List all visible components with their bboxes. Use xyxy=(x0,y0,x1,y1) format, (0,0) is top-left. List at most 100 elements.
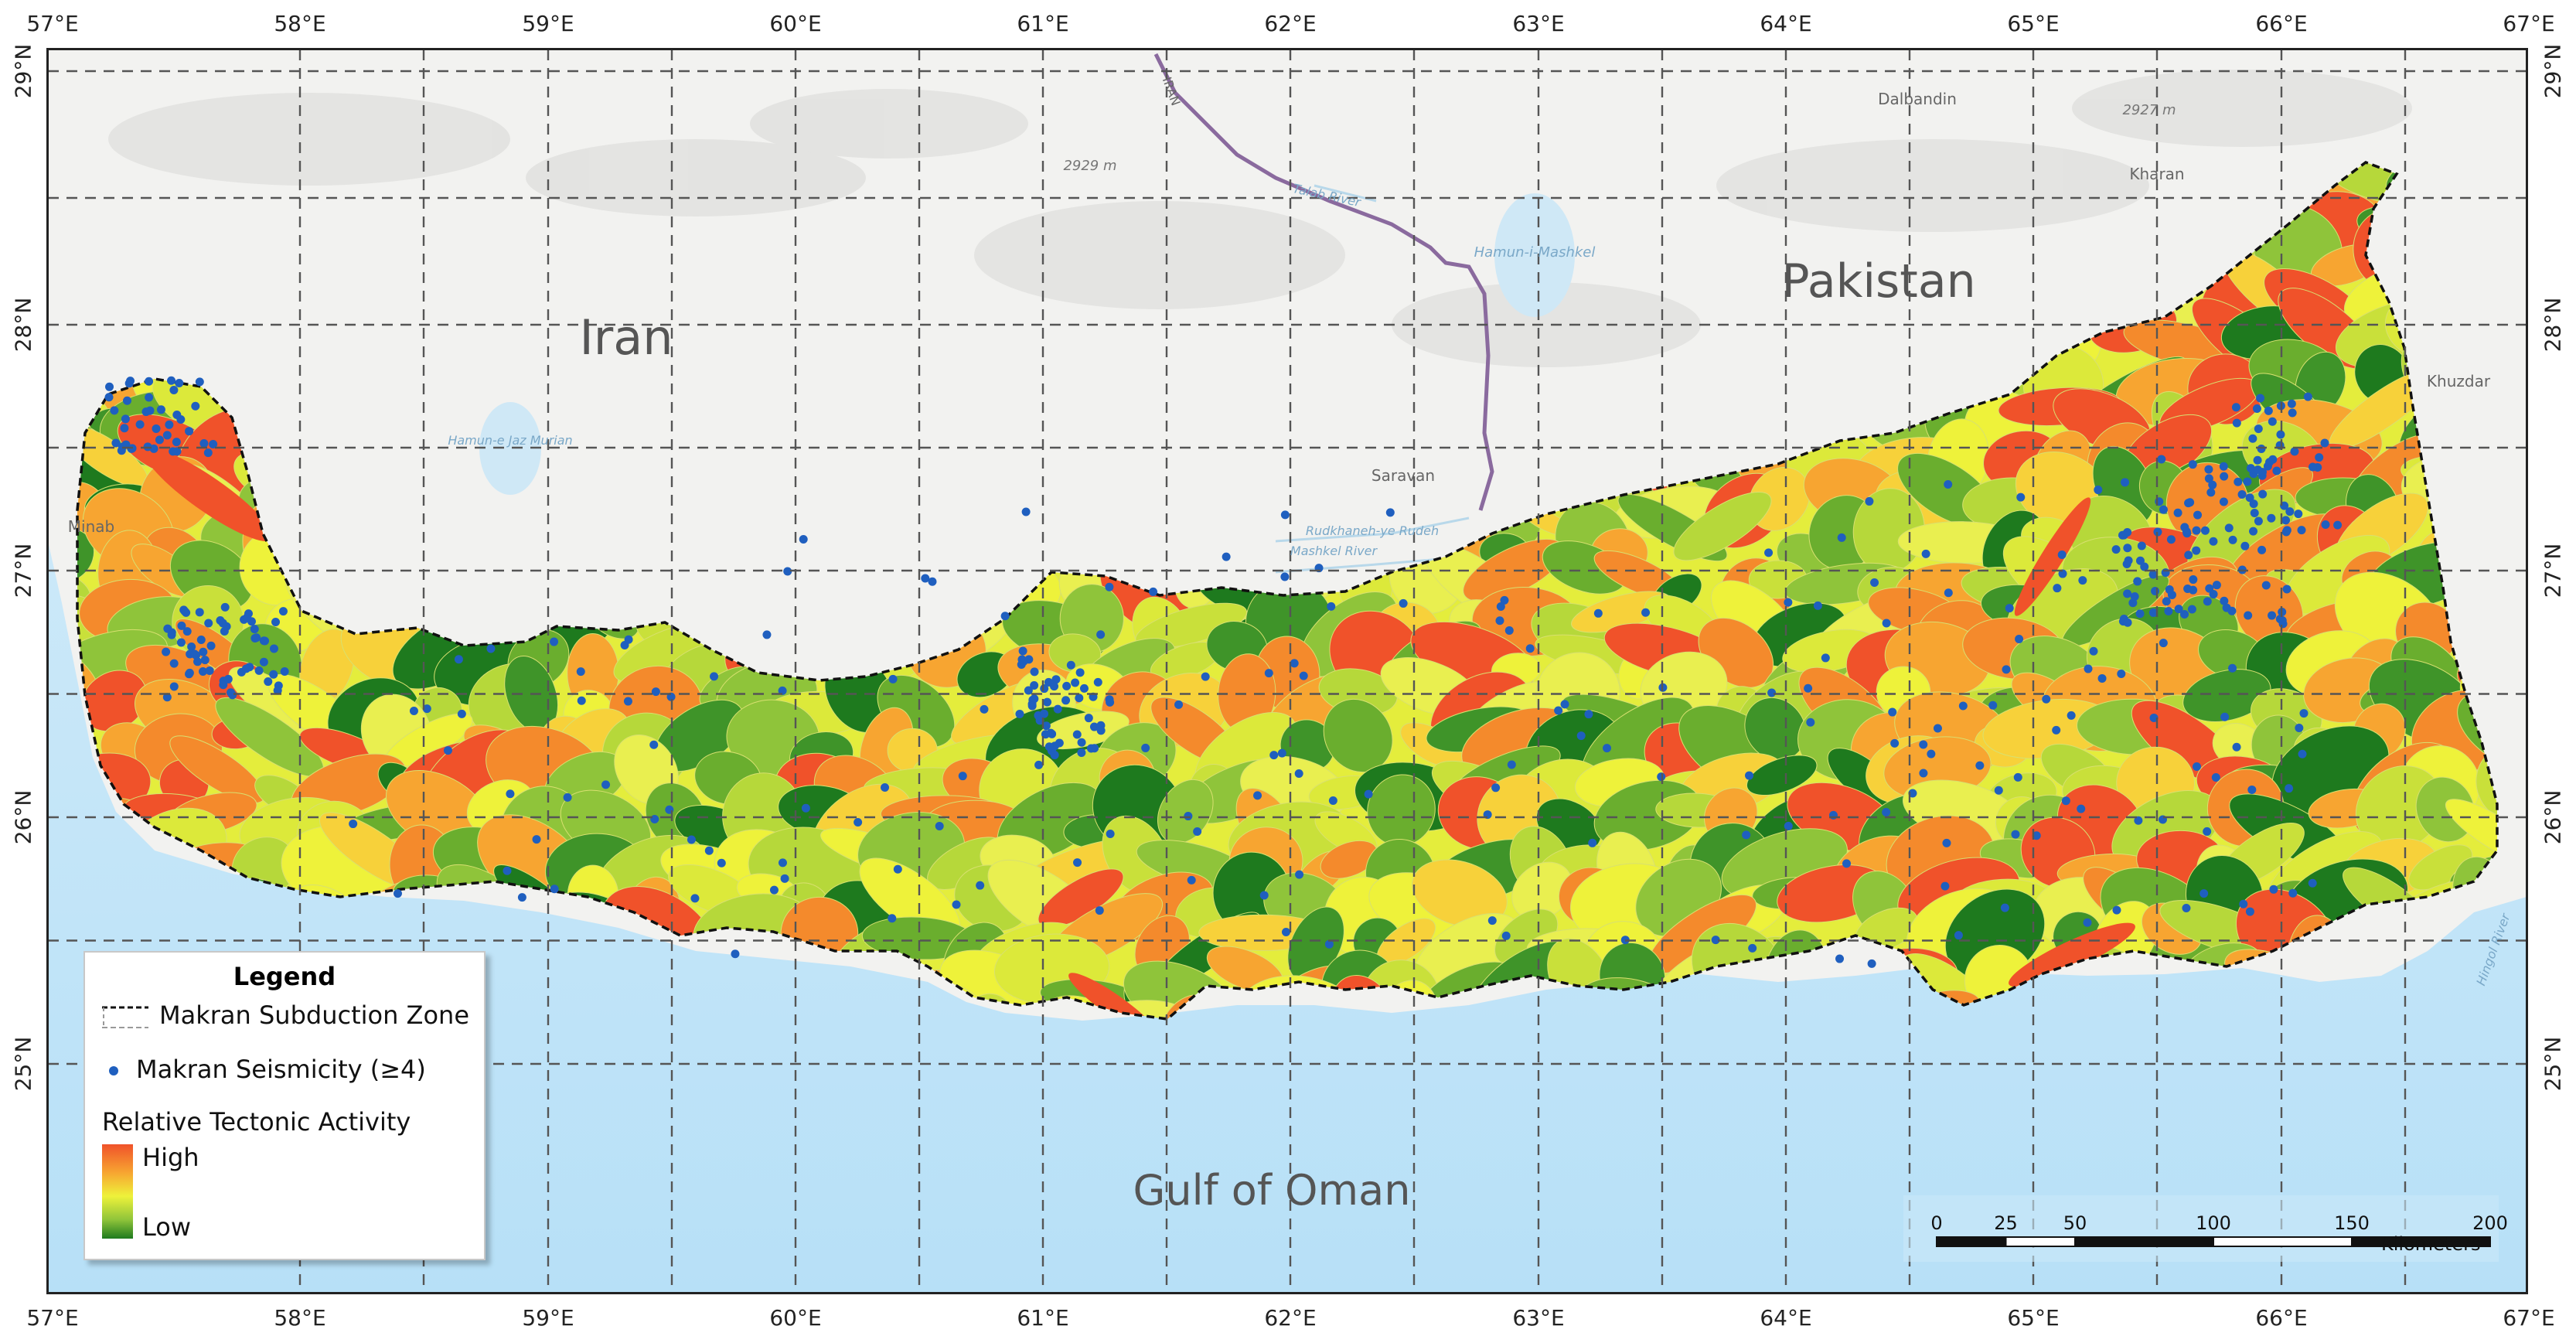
seismicity-point xyxy=(1062,681,1072,690)
seismicity-point xyxy=(205,666,214,675)
seismicity-point xyxy=(2204,465,2213,474)
seismicity-point xyxy=(1077,748,1086,758)
legend-title: Legend xyxy=(233,962,336,991)
coordinate-tick-label: 60°E xyxy=(769,1305,822,1331)
seismicity-point xyxy=(199,667,208,677)
seismicity-point xyxy=(2290,447,2299,456)
seismicity-point xyxy=(169,682,179,691)
seismicity-point xyxy=(2287,399,2296,408)
seismicity-point xyxy=(152,424,161,433)
seismicity-point xyxy=(2128,598,2138,608)
seismicity-point xyxy=(2272,466,2281,476)
coordinate-tick-label: 63°E xyxy=(1512,11,1565,36)
seismicity-point xyxy=(185,427,194,436)
seismicity-point xyxy=(1050,751,1059,760)
seismicity-point xyxy=(2166,535,2176,544)
seismicity-point xyxy=(2204,474,2213,483)
seismicity-point xyxy=(2243,477,2252,486)
seismicity-point xyxy=(2254,516,2263,526)
legend-seismicity-label: Makran Seismicity (≥4) xyxy=(136,1055,426,1084)
seismicity-point xyxy=(2189,575,2198,585)
seismicity-point xyxy=(172,411,182,420)
seismicity-point xyxy=(177,621,186,630)
seismicity-point xyxy=(2246,464,2255,473)
coordinate-tick-label: 29°N xyxy=(10,43,36,99)
seismicity-point xyxy=(120,424,129,433)
legend-seismicity-entry: Makran Seismicity (≥4) xyxy=(102,1055,426,1084)
seismicity-point xyxy=(176,638,186,647)
coordinate-tick-label: 26°N xyxy=(2540,789,2566,845)
seismicity-point xyxy=(104,393,114,402)
seismicity-point xyxy=(1071,678,1080,687)
coordinate-tick-label: 60°E xyxy=(769,11,822,36)
seismicity-point xyxy=(2206,488,2216,497)
seismicity-point xyxy=(2232,418,2241,428)
seismicity-point xyxy=(2244,611,2253,620)
seismicity-point xyxy=(269,644,278,653)
coordinate-tick-label: 63°E xyxy=(1512,1305,1565,1331)
seismicity-point xyxy=(220,602,230,612)
seismicity-point xyxy=(2268,417,2277,426)
seismicity-point xyxy=(2193,510,2203,520)
legend-low-label: Low xyxy=(142,1212,192,1242)
seismicity-point xyxy=(141,407,151,417)
coordinate-tick-label: 66°E xyxy=(2255,1305,2308,1331)
seismicity-point xyxy=(261,636,270,646)
seismicity-point xyxy=(169,385,179,394)
seismicity-point xyxy=(203,448,213,458)
legend-zone-entry: Makran Subduction Zone xyxy=(102,1000,469,1031)
seismicity-point xyxy=(2237,490,2247,499)
seismicity-point xyxy=(2162,597,2171,606)
seismicity-point xyxy=(2209,537,2218,546)
seismicity-point xyxy=(2253,455,2262,465)
seismicity-point xyxy=(182,627,192,636)
seismicity-point xyxy=(259,657,268,666)
seismicity-point xyxy=(1084,714,1093,723)
coordinate-tick-label: 66°E xyxy=(2255,11,2308,36)
seismicity-point xyxy=(1106,697,1115,707)
seismicity-point xyxy=(2184,499,2193,508)
seismicity-point xyxy=(2297,526,2306,535)
seismicity-point xyxy=(2268,611,2277,620)
seismicity-point xyxy=(2188,460,2197,469)
seismicity-point xyxy=(2248,434,2257,443)
seismicity-point xyxy=(269,670,278,679)
coordinate-tick-label: 65°E xyxy=(2007,1305,2060,1331)
seismicity-point xyxy=(220,627,229,636)
coordinate-tick-label: 27°N xyxy=(10,543,36,598)
high-activity-streak xyxy=(145,448,273,542)
seismicity-point xyxy=(185,668,194,677)
coordinate-tick-label: 61°E xyxy=(1017,11,1069,36)
seismicity-point xyxy=(2257,444,2266,453)
seismicity-point xyxy=(2123,589,2132,598)
coordinate-tick-label: 59°E xyxy=(522,1305,574,1331)
seismicity-point xyxy=(278,607,288,616)
seismicity-point xyxy=(2321,520,2330,530)
lake-jaz-murian xyxy=(479,402,541,495)
seismicity-point xyxy=(1053,704,1062,714)
seismicity-point xyxy=(254,666,264,675)
seismicity-point xyxy=(2200,526,2210,535)
seismicity-point xyxy=(135,420,145,429)
seismicity-point xyxy=(2309,462,2318,472)
coordinate-tick-label: 67°E xyxy=(2503,11,2555,36)
seismicity-point xyxy=(191,401,200,411)
iran-pakistan-border xyxy=(1153,53,1494,511)
seismicity-point xyxy=(2053,584,2062,593)
seismicity-point xyxy=(273,686,282,695)
seismicity-point xyxy=(162,647,171,656)
coordinate-tick-label: 28°N xyxy=(2540,297,2566,353)
activity-patch xyxy=(2182,669,2271,722)
activity-patch xyxy=(1673,491,1772,561)
seismicity-point xyxy=(2288,408,2297,418)
seismicity-point xyxy=(167,376,176,385)
seismicity-point xyxy=(2249,527,2258,536)
seismicity-point xyxy=(2261,581,2271,590)
seismicity-point xyxy=(195,608,204,617)
seismicity-point xyxy=(2220,472,2229,481)
seismicity-point xyxy=(2137,541,2146,550)
seismicity-point xyxy=(280,666,289,676)
seismicity-point xyxy=(2252,404,2261,414)
seismicity-point xyxy=(2264,406,2273,415)
seismicity-point xyxy=(155,435,164,445)
